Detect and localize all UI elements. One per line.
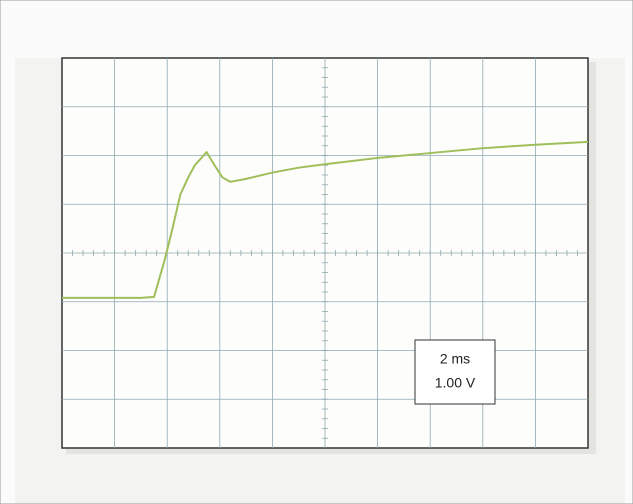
scale-box — [415, 340, 495, 404]
page: 2 ms 1.00 V (() => { const data = JSON.p… — [0, 0, 633, 504]
time-scale: 2 ms — [440, 351, 470, 367]
chart: 2 ms 1.00 V — [0, 0, 633, 504]
volt-scale: 1.00 V — [435, 375, 476, 391]
